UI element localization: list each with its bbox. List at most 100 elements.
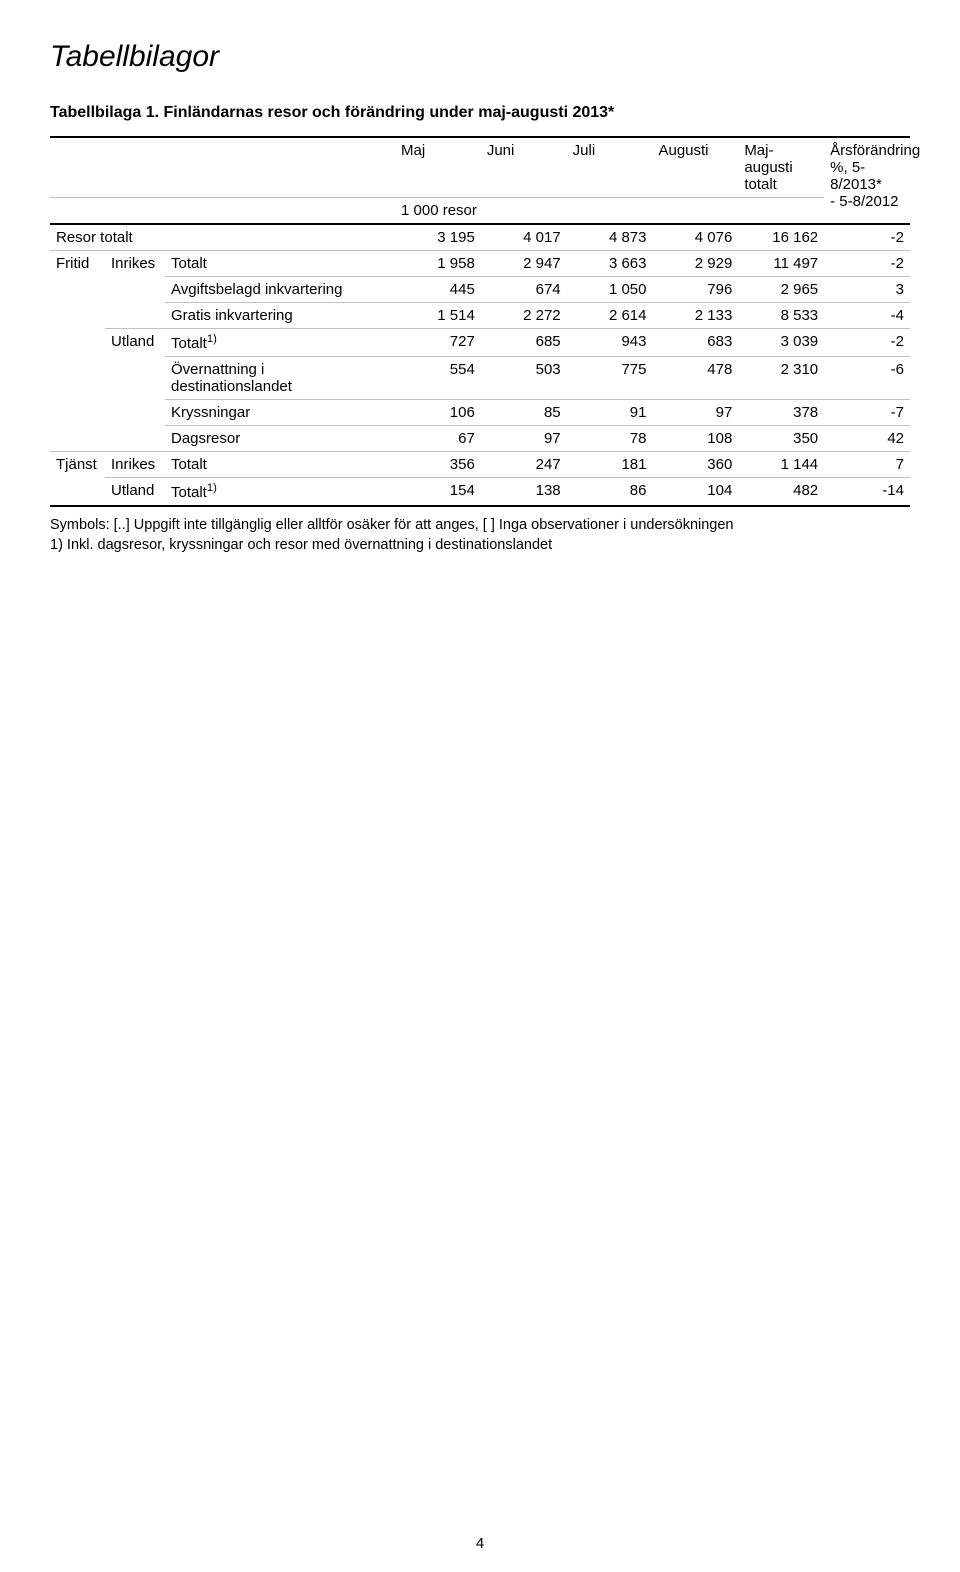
row-label: Totalt xyxy=(165,452,395,478)
cell: 16 162 xyxy=(738,224,824,251)
cell: 1 958 xyxy=(395,251,481,277)
cell: 360 xyxy=(652,452,738,478)
blank-header xyxy=(105,198,165,225)
cell: -6 xyxy=(824,357,910,400)
cell: 86 xyxy=(567,478,653,507)
col-change: Årsförändring %, 5-8/2013* - 5-8/2012 xyxy=(824,137,910,224)
cell: 67 xyxy=(395,426,481,452)
blank-header xyxy=(50,137,105,198)
row-label: Kryssningar xyxy=(165,400,395,426)
cell: 2 965 xyxy=(738,277,824,303)
row-label: Övernattning i destinationslandet xyxy=(165,357,395,400)
cell: 683 xyxy=(652,329,738,357)
cell: 108 xyxy=(652,426,738,452)
cell: 1 514 xyxy=(395,303,481,329)
cell: -7 xyxy=(824,400,910,426)
cell: 181 xyxy=(567,452,653,478)
row-label: Dagsresor xyxy=(165,426,395,452)
cell: 356 xyxy=(395,452,481,478)
cell: -2 xyxy=(824,251,910,277)
cell: 1 050 xyxy=(567,277,653,303)
row-label: Resor totalt xyxy=(50,224,395,251)
footnote-symbols: Symbols: [..] Uppgift inte tillgänglig e… xyxy=(50,515,910,535)
row-group: Utland xyxy=(105,329,165,452)
cell: 2 272 xyxy=(481,303,567,329)
page: Tabellbilagor Tabellbilaga 1. Finländarn… xyxy=(0,0,960,1572)
cell: 503 xyxy=(481,357,567,400)
cell: 378 xyxy=(738,400,824,426)
cell: 85 xyxy=(481,400,567,426)
table-row: Kryssningar 106 85 91 97 378 -7 xyxy=(50,400,910,426)
cell: 478 xyxy=(652,357,738,400)
table-row: Utland Totalt1) 727 685 943 683 3 039 -2 xyxy=(50,329,910,357)
blank-header xyxy=(50,198,105,225)
cell: 3 039 xyxy=(738,329,824,357)
cell: 554 xyxy=(395,357,481,400)
cell: 97 xyxy=(481,426,567,452)
row-label: Gratis inkvartering xyxy=(165,303,395,329)
cell: 4 017 xyxy=(481,224,567,251)
cell: 727 xyxy=(395,329,481,357)
row-label: Totalt xyxy=(165,251,395,277)
col-augusti: Augusti xyxy=(652,137,738,198)
cell: 3 663 xyxy=(567,251,653,277)
row-label: Totalt1) xyxy=(165,329,395,357)
row-label: Totalt1) xyxy=(165,478,395,507)
row-group: Fritid xyxy=(50,251,105,452)
table-row: Dagsresor 67 97 78 108 350 42 xyxy=(50,426,910,452)
page-number: 4 xyxy=(0,1535,960,1552)
row-group: Utland xyxy=(105,478,165,507)
cell: 2 929 xyxy=(652,251,738,277)
cell: 775 xyxy=(567,357,653,400)
cell: 445 xyxy=(395,277,481,303)
cell: 97 xyxy=(652,400,738,426)
cell: 104 xyxy=(652,478,738,507)
cell: -2 xyxy=(824,329,910,357)
cell: -4 xyxy=(824,303,910,329)
cell: 247 xyxy=(481,452,567,478)
cell: -14 xyxy=(824,478,910,507)
col-juni: Juni xyxy=(481,137,567,198)
footnote-1: 1) Inkl. dagsresor, kryssningar och reso… xyxy=(50,535,910,555)
cell: 1 144 xyxy=(738,452,824,478)
cell: 4 873 xyxy=(567,224,653,251)
blank-header xyxy=(105,137,165,198)
cell: 674 xyxy=(481,277,567,303)
unit-label: 1 000 resor xyxy=(395,198,824,225)
cell: 685 xyxy=(481,329,567,357)
cell: 11 497 xyxy=(738,251,824,277)
table-title: Tabellbilaga 1. Finländarnas resor och f… xyxy=(50,104,910,122)
table-row: Utland Totalt1) 154 138 86 104 482 -14 xyxy=(50,478,910,507)
page-title: Tabellbilagor xyxy=(50,40,910,74)
footnotes: Symbols: [..] Uppgift inte tillgänglig e… xyxy=(50,515,910,556)
cell: 7 xyxy=(824,452,910,478)
table-row: Resor totalt 3 195 4 017 4 873 4 076 16 … xyxy=(50,224,910,251)
cell: 4 076 xyxy=(652,224,738,251)
data-table: Maj Juni Juli Augusti Maj-augusti totalt… xyxy=(50,136,910,507)
cell: 2 310 xyxy=(738,357,824,400)
cell: 91 xyxy=(567,400,653,426)
cell: 3 195 xyxy=(395,224,481,251)
cell: 42 xyxy=(824,426,910,452)
cell: 138 xyxy=(481,478,567,507)
cell: 796 xyxy=(652,277,738,303)
col-majaug: Maj-augusti totalt xyxy=(738,137,824,198)
cell: -2 xyxy=(824,224,910,251)
cell: 3 xyxy=(824,277,910,303)
blank-header xyxy=(165,137,395,198)
cell: 2 614 xyxy=(567,303,653,329)
table-row: Tjänst Inrikes Totalt 356 247 181 360 1 … xyxy=(50,452,910,478)
table-row: Fritid Inrikes Totalt 1 958 2 947 3 663 … xyxy=(50,251,910,277)
col-maj: Maj xyxy=(395,137,481,198)
cell: 2 133 xyxy=(652,303,738,329)
row-label: Avgiftsbelagd inkvartering xyxy=(165,277,395,303)
table-row: Gratis inkvartering 1 514 2 272 2 614 2 … xyxy=(50,303,910,329)
cell: 106 xyxy=(395,400,481,426)
col-juli: Juli xyxy=(567,137,653,198)
blank-header xyxy=(165,198,395,225)
row-group: Tjänst xyxy=(50,452,105,507)
row-group: Inrikes xyxy=(105,452,165,478)
cell: 943 xyxy=(567,329,653,357)
cell: 8 533 xyxy=(738,303,824,329)
table-row: Avgiftsbelagd inkvartering 445 674 1 050… xyxy=(50,277,910,303)
